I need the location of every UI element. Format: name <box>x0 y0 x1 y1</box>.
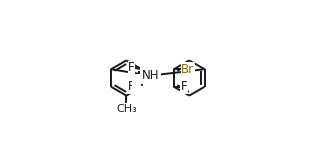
Text: Br: Br <box>181 63 195 76</box>
Text: F: F <box>128 80 134 93</box>
Text: NH: NH <box>141 69 159 82</box>
Text: F: F <box>128 61 135 74</box>
Text: CH₃: CH₃ <box>116 104 137 114</box>
Text: F: F <box>181 80 187 93</box>
